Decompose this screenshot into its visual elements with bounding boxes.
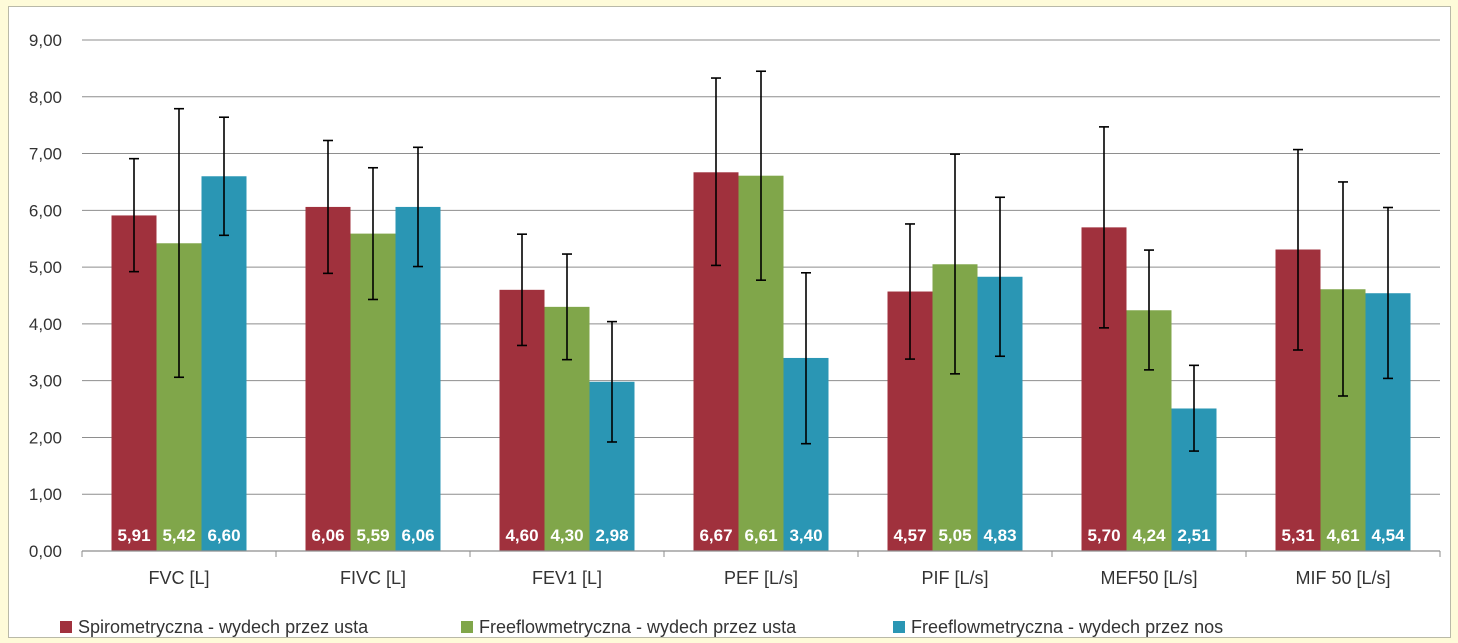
x-category-label: FEV1 [L]	[532, 568, 602, 588]
y-tick-label: 2,00	[29, 428, 62, 447]
y-tick-label: 6,00	[29, 201, 62, 220]
legend-swatch	[461, 621, 473, 633]
y-tick-label: 1,00	[29, 485, 62, 504]
bar-value-label: 6,67	[699, 526, 732, 545]
legend-label: Freeflowmetryczna - wydech przez usta	[479, 617, 797, 637]
y-tick-label: 3,00	[29, 372, 62, 391]
bar-value-label: 2,98	[595, 526, 628, 545]
y-tick-label: 7,00	[29, 145, 62, 164]
bar-value-label: 6,06	[311, 526, 344, 545]
bar-value-label: 4,24	[1132, 526, 1166, 545]
legend-label: Spirometryczna - wydech przez usta	[78, 617, 369, 637]
bar-value-label: 6,06	[401, 526, 434, 545]
bar-value-label: 5,42	[162, 526, 195, 545]
y-tick-label: 8,00	[29, 88, 62, 107]
legend-label: Freeflowmetryczna - wydech przez nos	[911, 617, 1223, 637]
bar-value-label: 4,61	[1326, 526, 1359, 545]
bar-value-label: 4,57	[893, 526, 926, 545]
bar-value-label: 5,05	[938, 526, 971, 545]
bar-value-label: 4,60	[505, 526, 538, 545]
bar-value-label: 5,59	[356, 526, 389, 545]
bar-value-label: 5,70	[1087, 526, 1120, 545]
x-category-label: MIF 50 [L/s]	[1295, 568, 1390, 588]
bar-value-label: 6,61	[744, 526, 777, 545]
x-category-label: FIVC [L]	[340, 568, 406, 588]
x-category-label: MEF50 [L/s]	[1100, 568, 1197, 588]
bar-value-label: 4,30	[550, 526, 583, 545]
y-tick-label: 0,00	[29, 542, 62, 561]
bar	[201, 176, 247, 551]
bar-value-label: 4,83	[983, 526, 1016, 545]
bar-value-label: 3,40	[789, 526, 822, 545]
legend-swatch	[893, 621, 905, 633]
bar-value-label: 6,60	[207, 526, 240, 545]
y-tick-label: 4,00	[29, 315, 62, 334]
x-category-label: PIF [L/s]	[921, 568, 988, 588]
bar-value-label: 5,91	[117, 526, 150, 545]
bar-value-label: 2,51	[1177, 526, 1210, 545]
x-category-label: PEF [L/s]	[724, 568, 798, 588]
x-category-label: FVC [L]	[148, 568, 209, 588]
bar-value-label: 5,31	[1281, 526, 1314, 545]
legend-swatch	[60, 621, 72, 633]
y-tick-label: 5,00	[29, 258, 62, 277]
bar-value-label: 4,54	[1371, 526, 1405, 545]
y-tick-label: 9,00	[29, 31, 62, 50]
